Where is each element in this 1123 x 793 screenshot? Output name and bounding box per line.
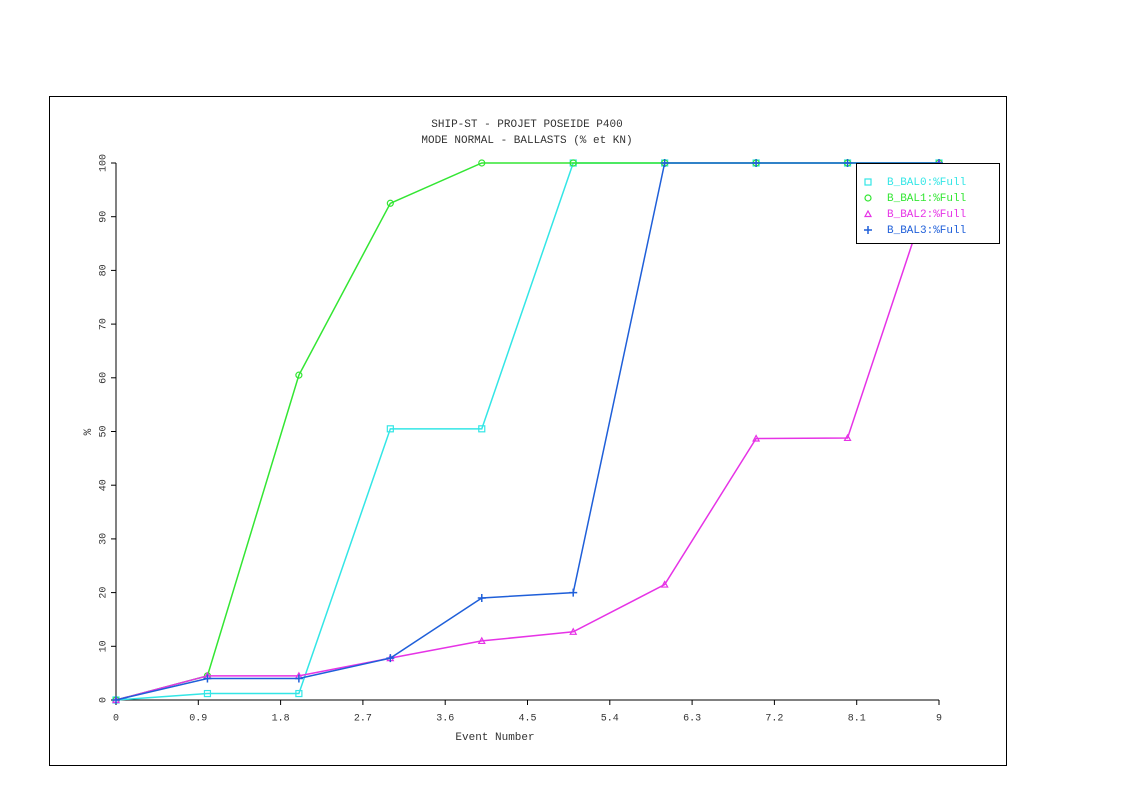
data-point <box>477 593 486 602</box>
data-point <box>386 425 394 433</box>
data-point <box>569 588 578 597</box>
chart-subtitle: MODE NORMAL - BALLASTS (% et KN) <box>421 135 632 147</box>
data-point <box>752 434 761 442</box>
data-point <box>478 425 486 433</box>
y-tick-label: 10 <box>99 640 110 652</box>
x-tick-label: 6.3 <box>683 714 701 725</box>
y-tick-label: 60 <box>99 372 110 384</box>
legend-marker <box>864 194 872 202</box>
x-tick-label: 1.8 <box>272 714 290 725</box>
x-tick-label: 5.4 <box>601 714 619 725</box>
y-tick-label: 80 <box>99 264 110 276</box>
y-tick-label: 70 <box>99 318 110 330</box>
legend-marker <box>864 226 872 234</box>
legend-marker <box>864 178 872 186</box>
x-axis-label: Event Number <box>455 732 534 744</box>
data-point <box>660 580 669 588</box>
x-tick-label: 2.7 <box>354 714 372 725</box>
data-point <box>294 674 303 683</box>
legend-label: B_BAL1:%Full <box>887 193 966 205</box>
x-tick-label: 0.9 <box>189 714 207 725</box>
legend-label: B_BAL2:%Full <box>887 209 966 221</box>
data-point <box>203 674 212 683</box>
series-line <box>115 162 939 701</box>
y-tick-label: 100 <box>99 154 110 172</box>
series-line <box>115 162 939 701</box>
data-point <box>569 159 577 167</box>
data-point <box>478 159 486 167</box>
y-tick-label: 30 <box>99 533 110 545</box>
x-tick-label: 0 <box>113 714 119 725</box>
series-line <box>115 162 940 701</box>
data-point <box>295 689 303 698</box>
data-point <box>203 689 212 698</box>
legend-box <box>856 163 1000 244</box>
x-tick-label: 8.1 <box>848 714 866 725</box>
data-point <box>843 159 852 167</box>
data-point <box>843 433 852 442</box>
data-point <box>386 199 394 207</box>
chart-title: SHIP-ST - PROJET POSEIDE P400 <box>431 119 622 131</box>
data-point <box>752 159 761 167</box>
data-point <box>477 636 486 645</box>
legend-marker <box>863 209 873 218</box>
x-tick-label: 3.6 <box>436 714 454 725</box>
series-line <box>115 162 939 701</box>
legend-label: B_BAL3:%Full <box>887 225 966 237</box>
data-point <box>386 654 395 663</box>
y-axis-label: % <box>83 428 95 435</box>
data-point <box>660 159 669 167</box>
y-tick-label: 0 <box>99 697 110 703</box>
y-tick-label: 20 <box>99 587 110 599</box>
frame <box>49 96 1007 766</box>
x-tick-label: 9 <box>936 714 942 725</box>
x-tick-label: 7.2 <box>765 714 783 725</box>
y-tick-label: 40 <box>99 479 110 491</box>
y-tick-label: 90 <box>99 211 110 223</box>
data-point <box>112 696 120 704</box>
data-point <box>569 627 578 635</box>
legend-label: B_BAL0:%Full <box>887 177 966 189</box>
x-tick-label: 4.5 <box>518 714 536 725</box>
data-point <box>295 371 303 379</box>
y-tick-label: 50 <box>99 425 110 437</box>
